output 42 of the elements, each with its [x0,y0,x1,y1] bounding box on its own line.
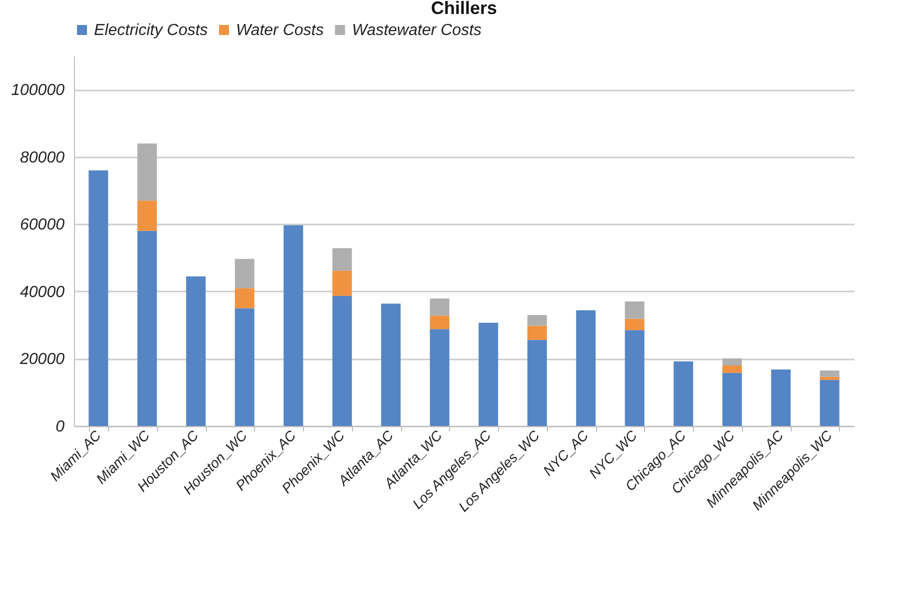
bar [820,376,840,380]
bar [576,310,596,426]
bar [284,225,304,426]
bar [137,200,157,231]
bar [234,258,254,288]
bar [527,340,547,426]
bar [137,143,157,201]
bar [527,326,547,340]
bar [624,318,644,330]
bar [624,302,644,319]
legend-label: Wastewater Costs [352,22,482,39]
legend-label: Electricity Costs [94,22,208,39]
bar [234,288,254,308]
bar [478,322,498,426]
bar [234,308,254,426]
bar [624,330,644,426]
bar [186,276,206,426]
legend-label: Water Costs [236,22,324,39]
bar [722,358,742,366]
bar [332,248,352,271]
y-tick-label: 80000 [20,149,65,166]
bar [674,361,694,426]
bar [430,329,450,426]
chart-title: Chillers [430,0,498,18]
bar [820,380,840,426]
bar [722,365,742,373]
y-tick-label: 20000 [19,351,65,368]
y-tick-label: 0 [56,418,65,436]
y-tick-label: 60000 [20,216,65,234]
y-tick-label: 40000 [20,284,65,301]
bar [88,170,108,426]
bar [771,369,791,426]
y-tick-label: 100000 [11,82,65,100]
bar [722,372,742,426]
bar [527,315,547,326]
bar [430,298,450,316]
bar [430,316,450,330]
bar [332,296,352,426]
bar [820,370,840,377]
bar [381,304,401,426]
bar [332,270,352,296]
bar [137,230,157,426]
